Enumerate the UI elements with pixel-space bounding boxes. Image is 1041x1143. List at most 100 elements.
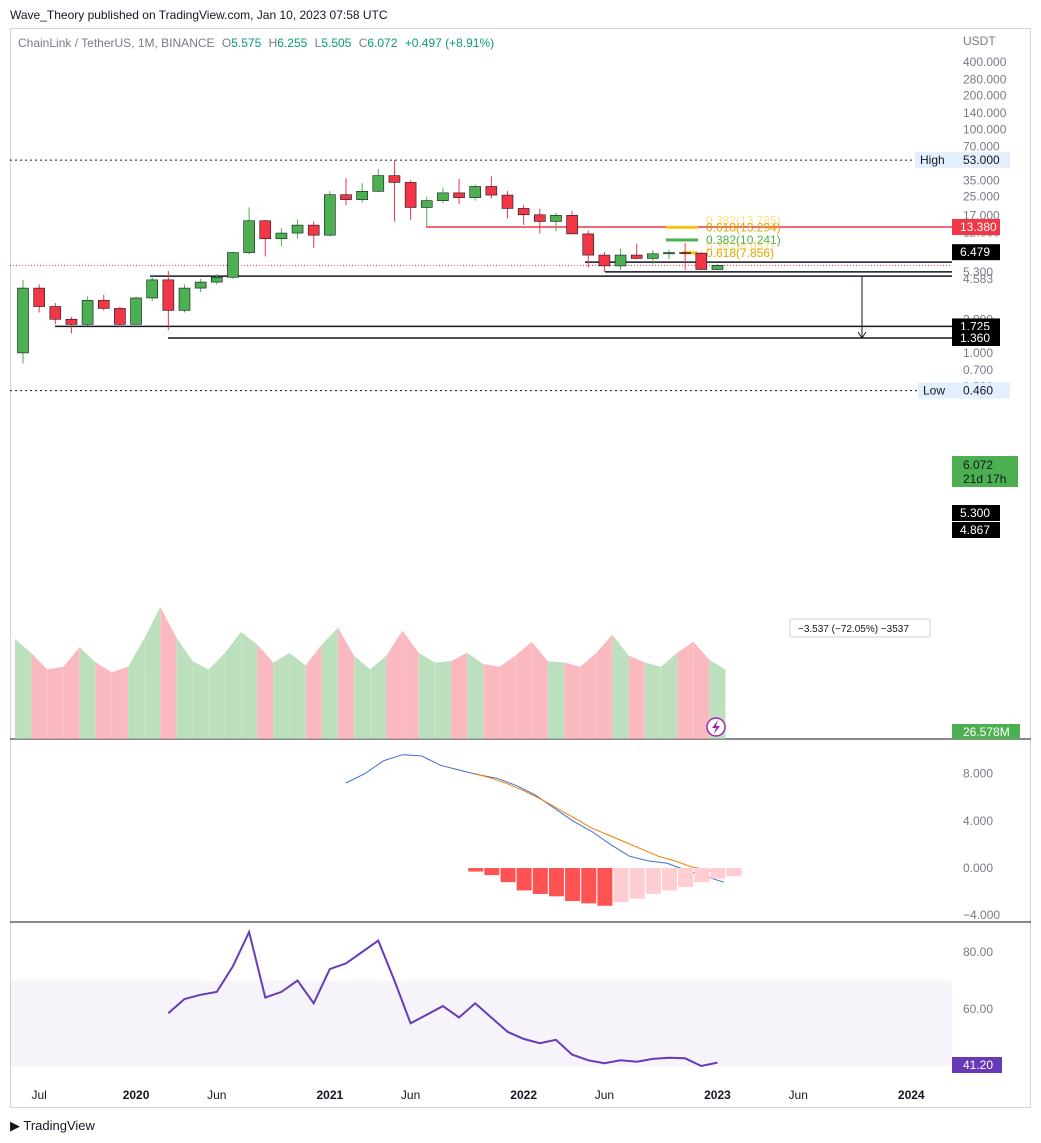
time-tick-label: Jul xyxy=(31,1088,46,1102)
candle-body xyxy=(566,215,578,235)
volume-area-segment xyxy=(564,662,581,739)
price-tag-1360-bg xyxy=(952,329,1000,346)
price-tick-label: 140.000 xyxy=(963,106,1007,120)
candle-body xyxy=(501,194,514,209)
price-tick-label: 4.583 xyxy=(963,272,993,286)
fib-lower-ghost-label: 0.382(8.057) xyxy=(706,239,774,253)
volume-area-segment xyxy=(515,641,532,739)
price-tick-label: 400.000 xyxy=(963,55,1007,69)
candle-body xyxy=(372,175,385,192)
macd-histogram-bar xyxy=(516,868,532,891)
candle-body xyxy=(194,281,207,289)
volume-area-segment xyxy=(160,606,177,739)
macd-histogram-bar xyxy=(710,868,726,879)
volume-area-segment xyxy=(224,631,241,739)
candle-body xyxy=(243,220,255,253)
volume-area-segment xyxy=(289,652,306,739)
candle-body xyxy=(97,300,110,309)
volume-area-segment xyxy=(531,641,548,739)
volume-area-segment xyxy=(176,637,193,739)
price-tick-label: 0.700 xyxy=(963,363,993,377)
price-tick-label: 35.000 xyxy=(963,173,1000,187)
candle-body xyxy=(582,233,595,256)
price-tag-1360: 1.360 xyxy=(960,331,990,345)
publish-info: Wave_Theory published on TradingView.com… xyxy=(10,8,388,22)
time-tick-label: 2023 xyxy=(704,1088,731,1102)
candle-body xyxy=(324,194,336,236)
rsi-value-tag: 41.20 xyxy=(963,1058,993,1072)
price-tag-4867-bg xyxy=(952,522,1000,538)
volume-area-segment xyxy=(354,655,371,739)
low-label: L xyxy=(314,36,322,50)
close-label: C xyxy=(358,36,368,50)
volume-area-segment xyxy=(79,647,96,739)
fib-upper-ghost-label: 0.382(13.785) xyxy=(706,213,781,227)
volume-area-segment xyxy=(95,662,112,739)
candle-body xyxy=(533,214,546,222)
macd-histogram-bar xyxy=(678,868,694,887)
price-tag-resistance: 13.380 xyxy=(960,220,997,234)
macd-histogram-bar xyxy=(597,868,613,906)
price-tag-countdown: 21d 17h xyxy=(963,472,1006,486)
price-tag-6479: 6.479 xyxy=(960,245,990,259)
measure-arrow-head xyxy=(857,331,867,339)
axes-layer: USDT 400.000 280.000 200.000 140.000 100.000 7… xyxy=(31,34,1006,1102)
volume-area-segment xyxy=(661,652,677,739)
volume-tag-bg xyxy=(952,724,1020,739)
volume-area-segment xyxy=(15,638,31,739)
candle-body xyxy=(614,254,627,267)
macd-tick-label: 4.000 xyxy=(963,814,993,828)
volume-area-segment xyxy=(467,652,484,739)
low-tag-label: Low xyxy=(923,384,945,398)
time-tick-label: 2024 xyxy=(898,1088,925,1102)
price-tag-5300: 5.300 xyxy=(960,506,990,520)
macd-histogram-bar xyxy=(468,868,484,872)
macd-histogram-bar xyxy=(629,868,645,899)
macd-histogram-bar xyxy=(548,868,564,897)
macd-histogram-bar xyxy=(484,868,500,876)
volume-area-segment xyxy=(208,652,225,739)
price-tick-label: 280.000 xyxy=(963,72,1007,86)
price-tick-label: 70.000 xyxy=(963,140,1000,154)
tradingview-logo-icon: ▶ xyxy=(10,1118,20,1133)
volume-tag: 26.578M xyxy=(963,725,1010,739)
volume-area-segment xyxy=(644,662,661,739)
volume-area-segment xyxy=(612,634,629,739)
volume-area-segment xyxy=(192,661,209,739)
macd-histogram-bar xyxy=(565,868,581,902)
candle-body xyxy=(485,186,498,196)
footer-brand[interactable]: ▶ TradingView xyxy=(10,1118,95,1134)
candle-body xyxy=(437,192,449,201)
volume-layer xyxy=(15,606,726,739)
price-tick-label: 100.000 xyxy=(963,122,1007,136)
volume-area-segment xyxy=(63,647,80,739)
rsi-tick-label: 60.00 xyxy=(963,1002,993,1016)
candle-body xyxy=(162,279,175,311)
grid-layer xyxy=(10,738,1031,923)
candle-body xyxy=(550,215,562,222)
fib-mid-marker xyxy=(666,238,698,242)
time-tick-label: Jun xyxy=(789,1088,808,1102)
candle-body xyxy=(517,208,530,216)
candle-body xyxy=(211,276,223,283)
price-tag-current-bg xyxy=(952,456,1018,487)
candle-body xyxy=(404,182,417,208)
macd-histogram-bar xyxy=(662,868,677,891)
low-value: 5.505 xyxy=(321,36,352,50)
price-tag-4867: 4.867 xyxy=(960,523,990,537)
price-tag-6479-bg xyxy=(952,244,1000,261)
lightning-icon-glyph xyxy=(712,720,720,734)
rsi-tick-label: 80.00 xyxy=(963,945,993,959)
volume-area-segment xyxy=(273,652,290,739)
price-tick-label: 200.000 xyxy=(963,89,1007,103)
volume-area-segment xyxy=(547,661,564,739)
signal-line xyxy=(475,773,725,875)
candle-body xyxy=(227,252,239,278)
time-tick-label: 2021 xyxy=(316,1088,343,1102)
volume-area-segment xyxy=(305,644,322,739)
time-tick-label: 2022 xyxy=(510,1088,537,1102)
candle-body xyxy=(178,287,191,311)
macd-histogram-bar xyxy=(613,868,629,903)
